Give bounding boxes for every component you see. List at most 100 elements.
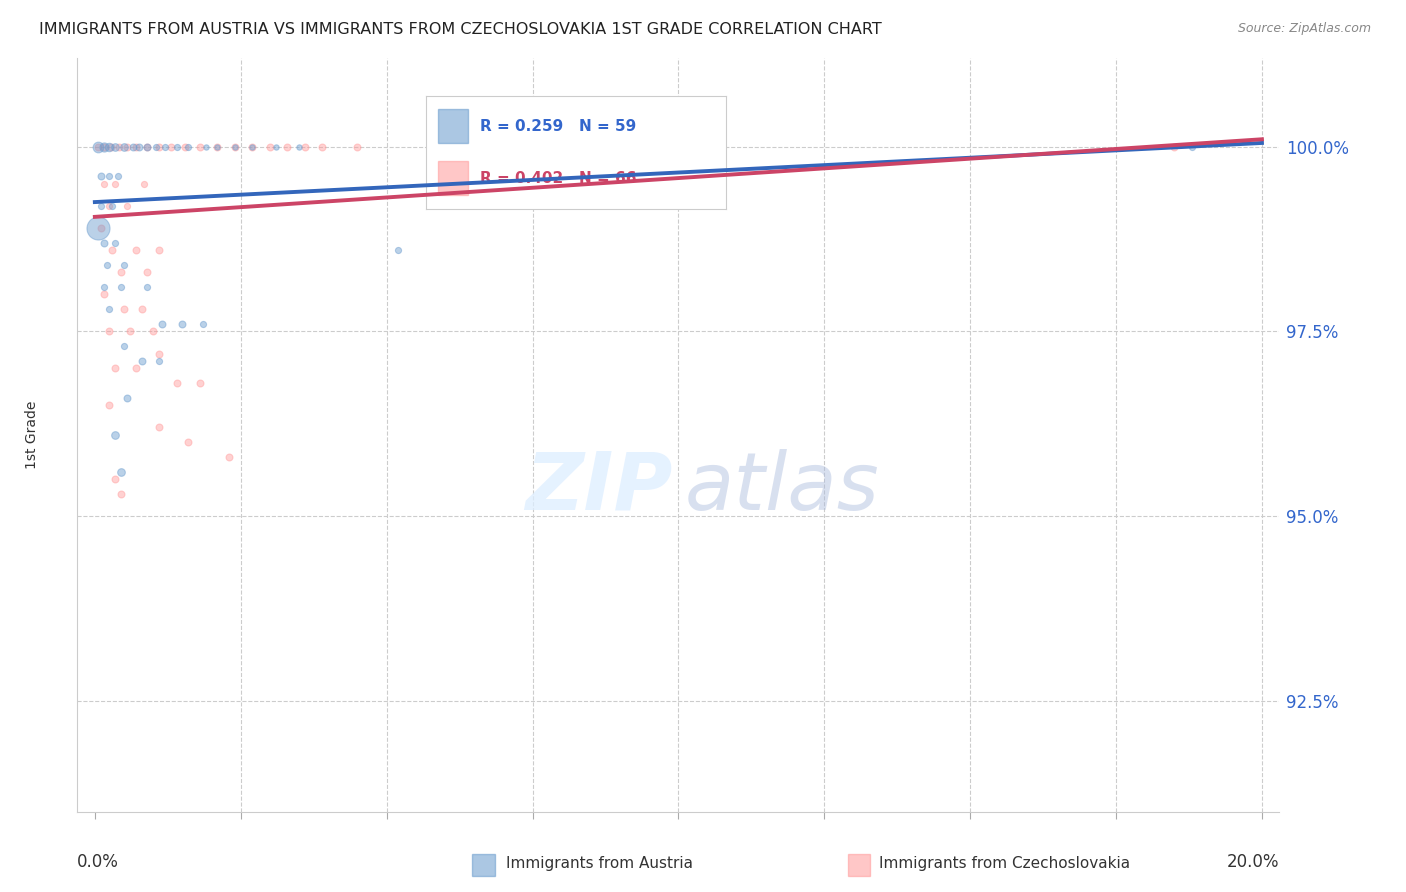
- Point: [98, 169, 121, 184]
- Point: [150, 317, 173, 331]
- Point: [104, 235, 127, 250]
- Point: [90, 221, 112, 235]
- Point: [98, 302, 121, 317]
- Point: [115, 139, 138, 153]
- Point: [387, 243, 409, 257]
- Point: [104, 472, 127, 486]
- Point: [110, 265, 132, 279]
- Point: [134, 177, 156, 191]
- Point: [131, 354, 153, 368]
- Text: 0.0%: 0.0%: [77, 853, 120, 871]
- Point: [172, 317, 194, 331]
- Point: [148, 354, 170, 368]
- Text: ZIP: ZIP: [524, 449, 672, 526]
- Point: [110, 487, 132, 501]
- Point: [104, 427, 127, 442]
- Point: [93, 287, 115, 301]
- Point: [207, 139, 229, 153]
- Point: [98, 199, 121, 213]
- Point: [288, 139, 311, 153]
- Point: [98, 325, 121, 339]
- Point: [177, 139, 200, 153]
- Point: [191, 317, 214, 331]
- Point: [148, 139, 170, 153]
- Point: [166, 376, 188, 391]
- Point: [104, 361, 127, 376]
- Point: [104, 177, 127, 191]
- Point: [118, 325, 141, 339]
- Point: [136, 139, 159, 153]
- Point: [259, 139, 281, 153]
- Point: [98, 398, 121, 412]
- Point: [174, 139, 197, 153]
- Point: [276, 139, 298, 153]
- Text: Immigrants from Czechoslovakia: Immigrants from Czechoslovakia: [879, 856, 1130, 871]
- Point: [87, 139, 110, 153]
- Point: [1181, 139, 1204, 153]
- Point: [136, 265, 159, 279]
- Point: [87, 221, 110, 235]
- Point: [112, 139, 135, 153]
- Point: [112, 302, 135, 317]
- Text: 1st Grade: 1st Grade: [25, 401, 38, 469]
- Point: [93, 139, 115, 153]
- Point: [242, 139, 264, 153]
- Text: Immigrants from Austria: Immigrants from Austria: [506, 856, 693, 871]
- Point: [177, 435, 200, 450]
- Point: [159, 139, 181, 153]
- Point: [93, 235, 115, 250]
- Point: [142, 325, 165, 339]
- Point: [294, 139, 316, 153]
- Point: [112, 339, 135, 353]
- Point: [218, 450, 240, 464]
- Point: [93, 177, 115, 191]
- Point: [136, 139, 159, 153]
- Point: [104, 139, 127, 153]
- Text: Source: ZipAtlas.com: Source: ZipAtlas.com: [1237, 22, 1371, 36]
- Point: [100, 139, 122, 153]
- Point: [242, 139, 264, 153]
- Point: [166, 139, 188, 153]
- Point: [264, 139, 287, 153]
- Text: atlas: atlas: [685, 449, 879, 526]
- Point: [188, 139, 211, 153]
- Point: [110, 280, 132, 294]
- Point: [98, 139, 121, 153]
- Point: [224, 139, 246, 153]
- Point: [101, 243, 124, 257]
- Point: [224, 139, 246, 153]
- Point: [125, 139, 148, 153]
- Point: [131, 302, 153, 317]
- Point: [346, 139, 368, 153]
- Point: [125, 361, 148, 376]
- Point: [110, 465, 132, 479]
- Point: [101, 199, 124, 213]
- Point: [1163, 139, 1185, 153]
- Point: [112, 258, 135, 272]
- Point: [148, 346, 170, 360]
- Point: [115, 391, 138, 405]
- Point: [121, 139, 143, 153]
- Point: [148, 243, 170, 257]
- Point: [194, 139, 217, 153]
- Point: [153, 139, 176, 153]
- Point: [311, 139, 333, 153]
- Point: [148, 420, 170, 434]
- Point: [93, 280, 115, 294]
- Point: [188, 376, 211, 391]
- Point: [145, 139, 167, 153]
- Point: [136, 280, 159, 294]
- Point: [90, 169, 112, 184]
- Point: [87, 139, 110, 153]
- Point: [207, 139, 229, 153]
- Point: [128, 139, 150, 153]
- Point: [93, 139, 115, 153]
- Point: [115, 199, 138, 213]
- Point: [90, 199, 112, 213]
- Point: [107, 169, 129, 184]
- Point: [96, 258, 118, 272]
- Text: IMMIGRANTS FROM AUSTRIA VS IMMIGRANTS FROM CZECHOSLOVAKIA 1ST GRADE CORRELATION : IMMIGRANTS FROM AUSTRIA VS IMMIGRANTS FR…: [39, 22, 882, 37]
- Point: [108, 139, 131, 153]
- Text: 20.0%: 20.0%: [1227, 853, 1279, 871]
- Point: [125, 243, 148, 257]
